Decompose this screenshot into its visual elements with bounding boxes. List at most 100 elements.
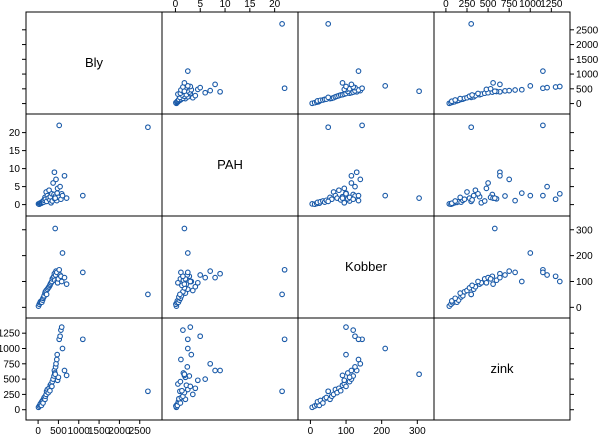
point-41 — [181, 225, 188, 232]
point-40 — [325, 388, 332, 395]
point-38 — [490, 281, 496, 287]
point-39 — [540, 192, 546, 199]
point-29 — [518, 86, 525, 93]
point-38 — [490, 80, 496, 86]
point-30 — [194, 377, 201, 384]
point-27 — [506, 87, 513, 94]
point-40 — [325, 21, 332, 27]
point-7 — [452, 97, 459, 103]
point-27 — [207, 360, 214, 367]
point-22 — [50, 180, 56, 186]
point-22 — [202, 89, 209, 96]
point-39 — [355, 192, 362, 199]
point-30 — [341, 377, 348, 384]
point-39 — [540, 68, 546, 74]
x-tick-label: 750 — [501, 0, 518, 10]
cell-Kobber-vs-zink — [433, 215, 571, 319]
point-39 — [355, 336, 362, 343]
point-33 — [352, 183, 358, 190]
point-24 — [217, 270, 223, 277]
cell-frame — [433, 317, 571, 421]
x-tick-label: 2500 — [129, 426, 152, 434]
point-32 — [281, 336, 288, 343]
point-37 — [61, 172, 68, 179]
y-tick-label: 1250 — [0, 329, 20, 340]
point-30 — [194, 279, 201, 286]
point-29 — [518, 190, 525, 196]
point-28 — [178, 356, 184, 363]
point-33 — [197, 272, 204, 278]
point-28 — [512, 197, 518, 204]
y-tick-label: 5 — [14, 182, 20, 193]
point-27 — [53, 176, 59, 183]
point-20 — [475, 278, 481, 285]
variable-label-zink: zink — [490, 361, 514, 376]
point-35 — [187, 278, 194, 285]
y-axis-zink: 0 250 500 750 1000 1250 — [0, 329, 26, 416]
variable-label-PAH: PAH — [217, 157, 243, 172]
cell-Kobber-vs-Kobber: Kobber — [297, 215, 435, 319]
point-36 — [382, 192, 389, 199]
point-34 — [350, 196, 357, 203]
point-36 — [527, 83, 534, 89]
cell-zink-vs-Kobber — [297, 317, 435, 421]
cell-Kobber-vs-Bly — [25, 215, 163, 319]
x-tick-label: 300 — [409, 426, 426, 434]
point-41 — [491, 195, 498, 201]
point-39 — [79, 192, 86, 199]
point-22 — [202, 376, 209, 382]
point-33 — [544, 183, 550, 190]
point-40 — [145, 388, 151, 395]
point-33 — [352, 333, 358, 340]
point-40 — [279, 291, 285, 298]
point-20 — [49, 383, 55, 390]
x-tick-label: 0 — [443, 0, 449, 10]
x-tick-label: 0 — [308, 426, 314, 434]
point-35 — [556, 190, 563, 197]
cell-Bly-vs-PAH — [161, 11, 299, 115]
point-28 — [512, 87, 518, 93]
point-27 — [357, 176, 364, 183]
x-tick-label: 500 — [50, 426, 67, 434]
x-tick-label: 500 — [480, 0, 497, 10]
point-28 — [512, 269, 518, 276]
point-17 — [469, 197, 475, 203]
point-39 — [184, 68, 191, 74]
point-41 — [52, 225, 59, 232]
point-20 — [187, 383, 194, 390]
x-tick-label: 1000 — [68, 426, 91, 434]
point-30 — [483, 185, 490, 192]
point-41 — [52, 371, 59, 378]
point-38 — [181, 80, 188, 86]
point-32 — [56, 266, 63, 273]
point-37 — [61, 367, 68, 374]
point-24 — [51, 169, 58, 176]
y-tick-label: 500 — [3, 375, 20, 386]
cell-zink-vs-PAH — [161, 317, 299, 421]
point-20 — [475, 90, 481, 97]
y-axis-PAH: 0 5 10 15 20 — [9, 128, 26, 211]
point-16 — [192, 92, 199, 99]
variable-label-Bly: Bly — [85, 55, 104, 70]
y-tick-label: 500 — [576, 84, 593, 95]
cell-Kobber-vs-PAH — [161, 215, 299, 319]
point-31 — [487, 276, 494, 282]
point-35 — [58, 324, 65, 330]
cell-frame — [25, 215, 163, 319]
point-34 — [350, 327, 357, 333]
point-12 — [189, 287, 196, 294]
point-37 — [348, 367, 355, 374]
cell-PAH-vs-zink — [433, 113, 571, 217]
point-37 — [348, 172, 355, 179]
point-13 — [177, 291, 183, 298]
cell-zink-vs-zink: zink — [433, 317, 571, 421]
variable-label-Kobber: Kobber — [345, 259, 388, 274]
point-35 — [187, 324, 194, 330]
x-axis-PAH: 0 5 10 15 20 — [173, 0, 281, 12]
y-tick-label: 0 — [14, 200, 20, 211]
point-34 — [180, 327, 186, 333]
point-38 — [339, 195, 346, 201]
point-32 — [359, 122, 365, 129]
point-24 — [217, 367, 223, 374]
